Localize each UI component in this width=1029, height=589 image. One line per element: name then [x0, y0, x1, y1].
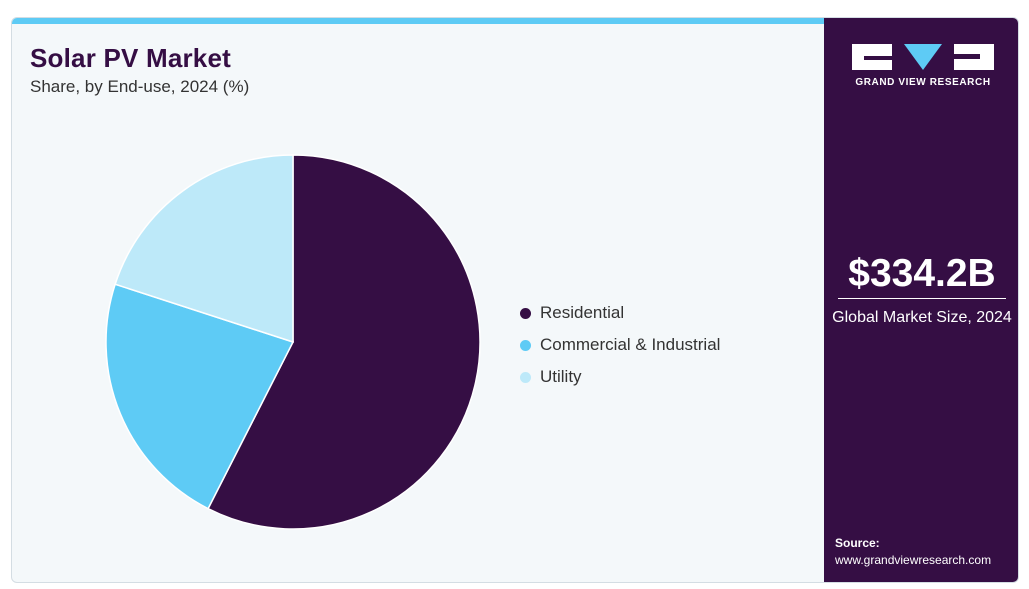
source-label: Source:	[835, 536, 880, 550]
summary-panel: GRAND VIEW RESEARCH $334.2B Global Marke…	[824, 18, 1018, 582]
legend-item: Commercial & Industrial	[520, 329, 720, 361]
legend-label: Residential	[540, 303, 625, 322]
market-size-label: Global Market Size, 2024	[832, 309, 1012, 326]
source-url: www.grandviewresearch.com	[835, 553, 992, 567]
market-size-value: $334.2B	[848, 252, 996, 295]
legend-label: Commercial & Industrial	[540, 335, 721, 354]
chart-card: Solar PV Market Share, by End-use, 2024 …	[11, 17, 1019, 583]
legend-swatch	[520, 339, 531, 351]
legend-item: Utility	[520, 361, 720, 393]
legend-label: Utility	[540, 367, 582, 386]
divider	[838, 298, 1006, 299]
pie-slice-utility	[114, 154, 294, 344]
pie-slice-residential	[207, 154, 481, 530]
chart-subtitle: Share, by End-use, 2024 (%)	[30, 77, 250, 96]
gvr-logo-icon	[852, 44, 994, 70]
accent-bar	[12, 18, 824, 24]
legend-item: Residential	[520, 297, 720, 329]
chart-title: Solar PV Market	[30, 43, 231, 73]
pie-slice-commercial-industrial	[105, 283, 295, 510]
brand-name: GRAND VIEW RESEARCH	[855, 77, 991, 88]
pie-chart	[105, 154, 481, 530]
chart-legend: Residential Commercial & Industrial Utilit…	[520, 297, 720, 393]
brand-logo: GRAND VIEW RESEARCH	[850, 42, 996, 92]
legend-swatch	[520, 307, 531, 319]
legend-swatch	[520, 371, 531, 383]
